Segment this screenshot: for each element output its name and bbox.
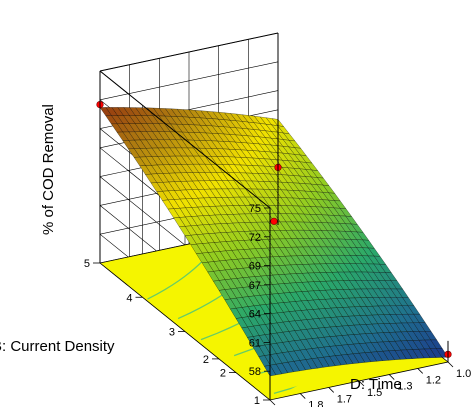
x-tick-label: 1.8 [308, 400, 323, 407]
z-tick-label: 64 [249, 309, 261, 321]
y-tick-label: 5 [84, 258, 90, 270]
x-tick-label: 1.2 [426, 374, 441, 386]
z-axis-label: % of COD Removal [40, 104, 57, 235]
response-surface [99, 107, 449, 377]
x-tick-label: 1.3 [397, 381, 412, 393]
x-tick-mark [328, 387, 335, 393]
box-edge [99, 70, 271, 209]
z-tick-label: 67 [249, 280, 261, 292]
y-tick-label: 2 [220, 368, 226, 380]
tick-labels: 586164676972751223451.01.21.31.51.71.82.… [84, 203, 471, 407]
box-edge [99, 32, 279, 72]
x-tick-label: 1.7 [337, 393, 352, 405]
x-tick-mark [388, 374, 395, 380]
x-tick-mark [417, 368, 424, 374]
y-tick-label: 2 [203, 354, 209, 366]
y-tick-label: 3 [169, 327, 175, 339]
y-tick-label: 1 [254, 395, 260, 407]
y-tick-label: 4 [126, 292, 132, 304]
x-tick-mark [269, 399, 276, 406]
z-tick-label: 61 [249, 337, 261, 349]
x-tick-label: 1.5 [367, 387, 382, 399]
x-tick-mark [358, 380, 365, 387]
x-tick-mark [447, 361, 454, 368]
z-tick-label: 72 [249, 232, 261, 244]
z-tick-label: 58 [249, 366, 261, 378]
axis-frame [99, 32, 449, 400]
y-axis-label: B: Current Density [0, 338, 115, 355]
x-tick-label: 1.0 [456, 368, 471, 380]
design-point [270, 217, 278, 225]
x-tick-mark [299, 393, 306, 399]
z-tick-label: 75 [249, 203, 261, 215]
x-axis-label: D: Time [350, 376, 402, 393]
z-tick-label: 69 [249, 261, 261, 273]
